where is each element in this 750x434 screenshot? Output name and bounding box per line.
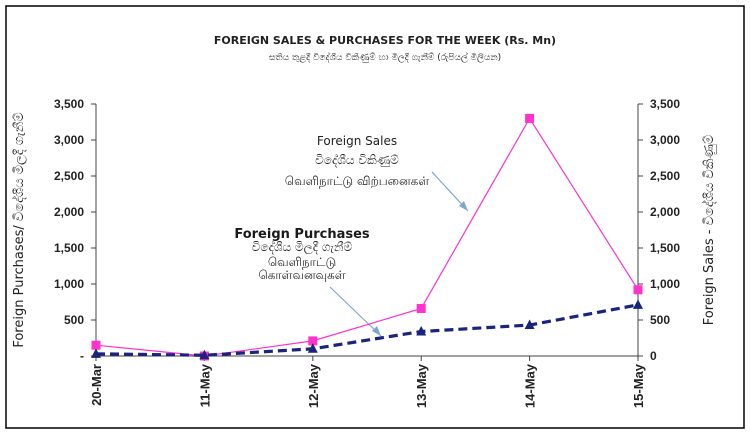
right-tick-label: 2,000	[650, 205, 680, 219]
x-tick-label: 13-May	[414, 363, 429, 408]
purchases-annotation-line-4: கொள்வனவுகள்	[258, 268, 345, 282]
right-tick-label: 0	[650, 349, 657, 363]
foreign-purchases-point	[524, 319, 535, 330]
purchases-annotation-line-1: Foreign Purchases	[234, 227, 370, 242]
chart-title: FOREIGN SALES & PURCHASES FOR THE WEEK (…	[214, 34, 556, 47]
purchases-annotation: Foreign Purchases විදේශීය මිලදී ගැනීම් வ…	[234, 227, 382, 337]
purchases-annotation-line-2: විදේශීය මිලදී ගැනීම්	[252, 240, 353, 255]
purchases-annotation-pointer	[329, 286, 382, 337]
left-tick-label: -	[80, 349, 84, 363]
x-tick-label: 14-May	[523, 363, 538, 408]
sales-annotation-line-3: வெளிநாட்டு விற்பனைகள்	[285, 174, 430, 188]
foreign-purchases-line	[95, 303, 639, 357]
foreign-purchases-point	[199, 349, 210, 360]
foreign-sales-point	[525, 113, 535, 123]
sales-annotation: Foreign Sales විදේශීය විකිණුම් வெளிநாட்ட…	[285, 134, 469, 212]
foreign-purchases-point	[633, 299, 643, 309]
sales-annotation-arrowhead	[459, 201, 468, 211]
right-tick-label: 3,000	[650, 133, 680, 147]
x-tick-label: 20-Mar	[89, 364, 104, 406]
foreign-sales-point	[416, 303, 426, 313]
right-tick-label: 3,500	[650, 97, 680, 111]
right-tick-label: 2,500	[650, 169, 680, 183]
left-tick-label: 1,000	[54, 277, 84, 291]
foreign-sales-point	[91, 340, 101, 350]
foreign-sales-point	[633, 285, 643, 295]
chart-subtitle: සතිය තුළදී විදේශීය විකිණුම් හා මිලදී ගැන…	[269, 52, 501, 63]
sales-annotation-line-2: විදේශීය විකිණුම්	[315, 153, 399, 167]
right-tick-label: 500	[650, 313, 670, 327]
left-tick-label: 3,500	[54, 97, 84, 111]
purchases-annotation-arrowhead	[372, 326, 381, 336]
foreign-purchases-point	[416, 326, 427, 336]
right-axis-label: Foreign Sales - විදේශීය විකිණුම්	[701, 135, 717, 325]
left-tick-label: 3,000	[54, 133, 84, 147]
purchases-annotation-line-3: வெளிநாட்டு	[268, 255, 336, 269]
left-axis-ticks: 3,500 3,000 2,500 2,000 1,500 1,000 500 -	[54, 97, 96, 363]
left-axis-label: Foreign Purchases/ විදේශීය මිලදී ගැනීම්	[11, 112, 27, 347]
foreign-purchases-point	[307, 343, 318, 353]
sales-annotation-line-1: Foreign Sales	[317, 134, 397, 148]
right-tick-label: 1,500	[650, 241, 680, 255]
x-tick-label: 12-May	[306, 363, 321, 408]
left-tick-label: 500	[64, 313, 84, 327]
series-layer	[91, 113, 643, 361]
left-tick-label: 1,500	[54, 241, 84, 255]
left-tick-label: 2,000	[54, 205, 84, 219]
chart-border	[5, 5, 745, 429]
right-tick-label: 1,000	[650, 277, 680, 291]
x-axis-ticks: 20-Mar 11-May 12-May 13-May 14-May 15-May	[89, 356, 646, 408]
foreign-purchases-point	[91, 348, 101, 358]
left-tick-label: 2,500	[54, 169, 84, 183]
x-tick-label: 11-May	[197, 363, 212, 407]
x-tick-label: 15-May	[631, 363, 646, 408]
right-axis-ticks: 3,500 3,000 2,500 2,000 1,500 1,000 500 0	[638, 97, 680, 363]
foreign-sales-point	[308, 336, 318, 346]
